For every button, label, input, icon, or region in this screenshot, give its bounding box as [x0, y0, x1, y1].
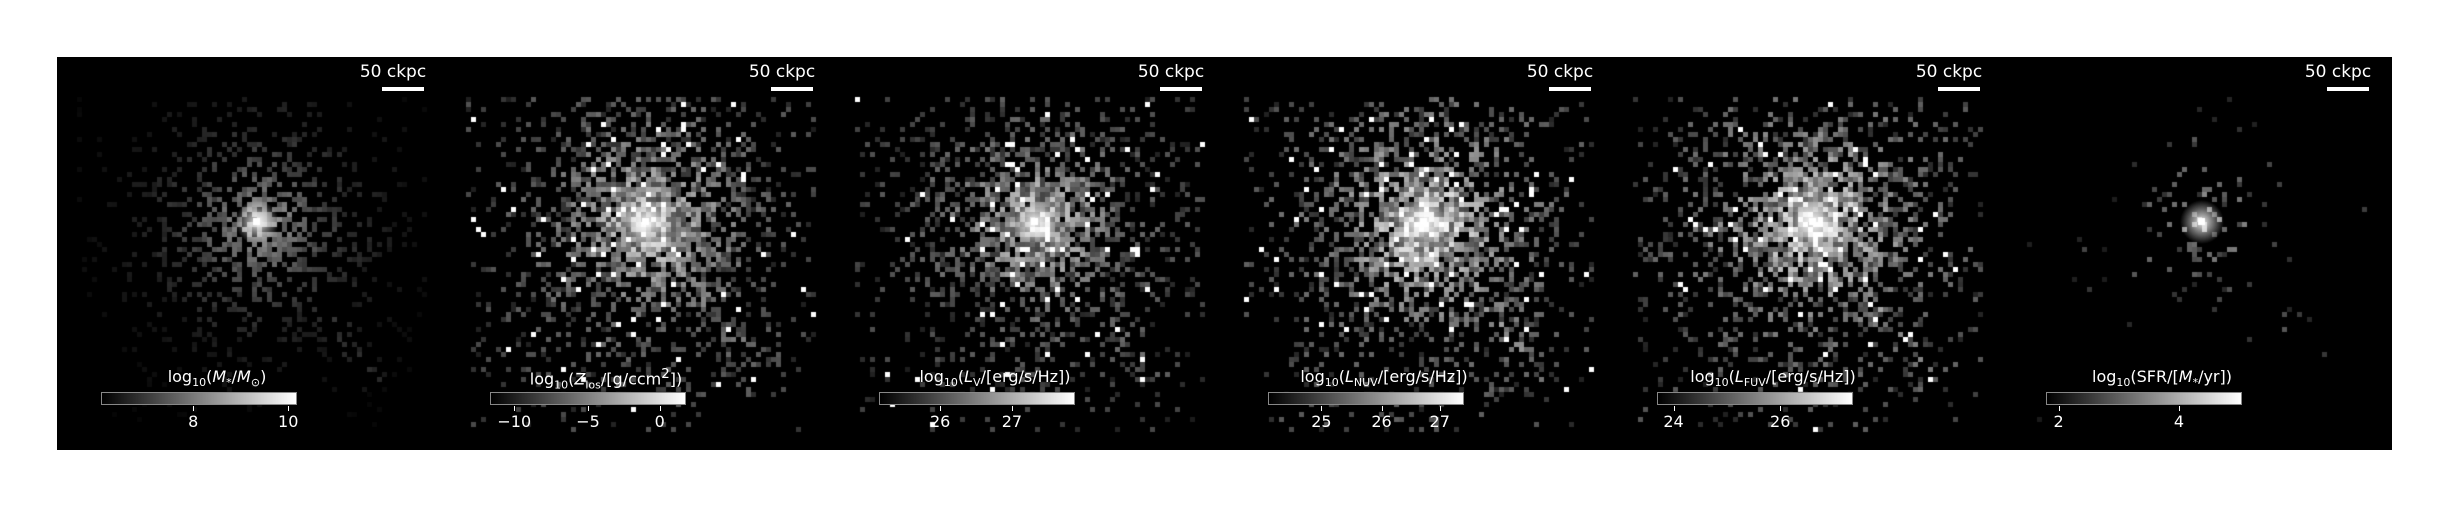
colorbar-tick-label: 25: [1311, 412, 1332, 431]
scalebar-label: 50 ckpc: [748, 62, 816, 82]
colorbar-tick: [193, 406, 195, 411]
galaxy-map-lfuv: [1613, 57, 2002, 450]
colorbar-tick: [588, 406, 589, 411]
colorbar-tick-label: 0: [654, 412, 665, 431]
colorbar-tick: [288, 406, 290, 411]
scalebar-line: [382, 87, 424, 91]
colorbar: [1268, 392, 1464, 405]
figure-mosaic: 50 ckpc log10(M*/M⊙) 8 10 50 ckpc log10(Zlos/…: [57, 57, 2392, 450]
colorbar-tick-label: 4: [2173, 412, 2184, 431]
panel-sfr: 50 ckpc log10(SFR/[M*/yr]) 2 4: [2002, 57, 2391, 450]
panel-mstar: 50 ckpc log10(M*/M⊙) 8 10: [57, 57, 446, 450]
galaxy-map-lv: [835, 57, 1224, 450]
colorbar: [1657, 392, 1853, 405]
galaxy-map-zlos: [446, 57, 835, 450]
scalebar-label: 50 ckpc: [2304, 62, 2372, 82]
colorbar-tick-label: 10: [278, 412, 299, 431]
colorbar-tick-label: 26: [1770, 412, 1791, 431]
scalebar-line: [2327, 87, 2369, 91]
colorbar-title: log10(M*/M⊙): [167, 367, 267, 390]
colorbar-tick: [940, 406, 942, 411]
colorbar-tick-label: 26: [1371, 412, 1392, 431]
colorbar-tick-label: −5: [576, 412, 600, 431]
colorbar-tick-label: 24: [1663, 412, 1684, 431]
colorbar-tick: [1321, 406, 1323, 411]
scalebar-line: [1160, 87, 1202, 91]
colorbar-tick-label: 27: [1001, 412, 1023, 431]
galaxy-map-mstar: [57, 57, 446, 450]
colorbar-tick: [1439, 406, 1441, 411]
colorbar: [879, 392, 1075, 405]
colorbar-tick: [1381, 406, 1383, 411]
colorbar-tick: [2058, 406, 2060, 411]
panel-lv: 50 ckpc log10(LV/[erg/s/Hz]) 26 27: [835, 57, 1224, 450]
scalebar-label: 50 ckpc: [1915, 62, 1983, 82]
colorbar-tick-label: 8: [188, 412, 199, 431]
colorbar-tick-label: −10: [497, 412, 532, 431]
colorbar: [490, 392, 686, 405]
scalebar-line: [771, 87, 813, 91]
panel-zlos: 50 ckpc log10(Zlos/[g/ccm2]) −10 −5 0: [446, 57, 835, 450]
colorbar-title: log10(Zlos/[g/ccm2]): [529, 367, 683, 392]
panel-lfuv: 50 ckpc log10(LFUV/[erg/s/Hz]) 24 26: [1613, 57, 2002, 450]
colorbar-title: log10(LFUV/[erg/s/Hz]): [1690, 367, 1856, 390]
colorbar-title: log10(LNUV/[erg/s/Hz]): [1300, 367, 1468, 390]
scalebar-label: 50 ckpc: [359, 62, 427, 82]
colorbar-title: log10(LV/[erg/s/Hz]): [919, 367, 1071, 390]
colorbar: [2046, 392, 2242, 405]
colorbar-title: log10(SFR/[M*/yr]): [2092, 367, 2232, 390]
scalebar-label: 50 ckpc: [1137, 62, 1205, 82]
colorbar-tick: [659, 406, 661, 411]
galaxy-map-lnuv: [1224, 57, 1613, 450]
colorbar-tick: [1780, 406, 1782, 411]
colorbar-tick-label: 2: [2053, 412, 2064, 431]
panel-lnuv: 50 ckpc log10(LNUV/[erg/s/Hz]) 25 26 27: [1224, 57, 1613, 450]
colorbar-tick-label: 27: [1429, 412, 1450, 431]
galaxy-map-sfr: [2002, 57, 2391, 450]
scalebar-line: [1549, 87, 1591, 91]
colorbar-tick: [1011, 406, 1013, 411]
colorbar-tick: [1673, 406, 1675, 411]
colorbar-tick: [514, 406, 516, 411]
colorbar-tick-label: 26: [929, 412, 951, 431]
colorbar-tick: [2178, 406, 2180, 411]
scalebar-label: 50 ckpc: [1526, 62, 1594, 82]
colorbar: [101, 392, 297, 405]
scalebar-line: [1938, 87, 1980, 91]
